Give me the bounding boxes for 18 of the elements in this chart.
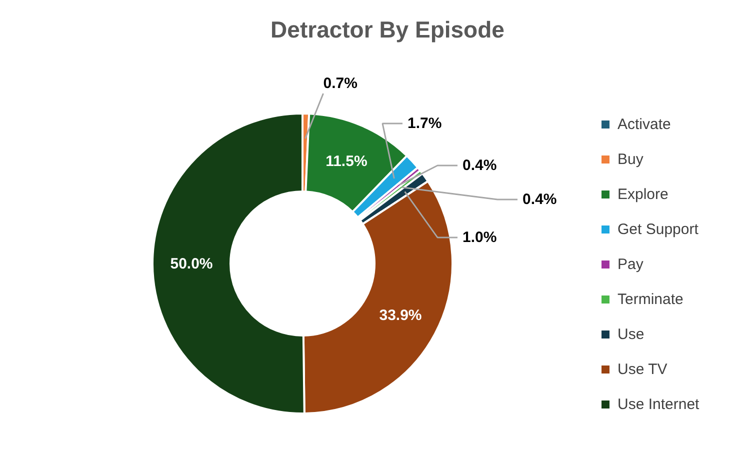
data-label: 1.0% bbox=[462, 229, 497, 246]
legend-label: Get Support bbox=[618, 221, 700, 238]
data-label: 0.4% bbox=[462, 157, 497, 174]
legend-label: Use TV bbox=[618, 361, 668, 378]
data-label: 1.7% bbox=[408, 115, 442, 132]
chart-title: Detractor By Episode bbox=[270, 16, 504, 42]
legend-label: Use bbox=[618, 326, 644, 343]
data-label: 0.4% bbox=[522, 191, 557, 208]
legend-label: Buy bbox=[618, 151, 644, 168]
legend-label: Terminate bbox=[618, 291, 684, 308]
data-label: 11.5% bbox=[326, 153, 368, 170]
legend-label: Explore bbox=[618, 186, 668, 203]
data-label: 0.7% bbox=[323, 75, 358, 92]
data-label: 33.9% bbox=[379, 307, 422, 324]
legend-label: Activate bbox=[618, 116, 671, 133]
data-label: 50.0% bbox=[170, 256, 213, 273]
legend-label: Pay bbox=[618, 256, 644, 273]
legend-label: Use Internet bbox=[618, 396, 700, 413]
